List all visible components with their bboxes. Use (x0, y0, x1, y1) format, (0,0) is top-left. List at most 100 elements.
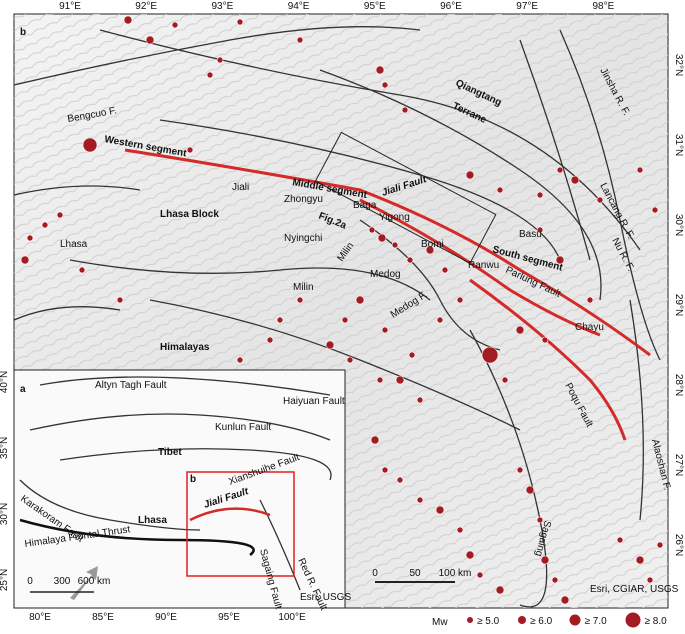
inset-map (13, 369, 346, 609)
lat-label: 29°N (673, 294, 684, 316)
earthquake (296, 36, 304, 44)
lon-label: 98°E (593, 1, 615, 12)
earthquake (501, 376, 509, 384)
lat-label: 26°N (673, 534, 684, 556)
earthquake (116, 296, 124, 304)
lat-label: 32°N (673, 54, 684, 76)
inset-lon-label: 80°E (29, 612, 51, 623)
legend-label: ≥ 7.0 (585, 616, 608, 627)
map-label: Lhasa Block (160, 209, 219, 220)
earthquake (401, 106, 409, 114)
earthquake (171, 21, 179, 29)
fig-2a-box (314, 131, 497, 264)
earthquake (525, 485, 535, 495)
map-label: Baga (353, 200, 377, 211)
earthquake (465, 550, 475, 560)
inset-scale-label: 0 (27, 576, 33, 587)
earthquake (375, 65, 385, 75)
earthquake (416, 396, 424, 404)
map-label: Lhasa (60, 239, 88, 250)
inset-lon-label: 95°E (218, 612, 240, 623)
lat-label: 30°N (673, 214, 684, 236)
earthquake (570, 175, 580, 185)
earthquake (515, 325, 525, 335)
earthquake (555, 255, 565, 265)
lon-label: 95°E (364, 1, 386, 12)
map-label: b (20, 27, 26, 38)
earthquake (556, 166, 564, 174)
lat-label: 28°N (673, 374, 684, 396)
inset-lat-label: 40°N (0, 371, 10, 393)
inset-label: b (190, 474, 196, 485)
inset-lon-label: 85°E (92, 612, 114, 623)
lon-label: 97°E (516, 1, 538, 12)
map-label: Ranwu (468, 260, 499, 271)
earthquake (635, 555, 645, 565)
legend-label: ≥ 8.0 (645, 616, 668, 627)
earthquake (395, 375, 405, 385)
earthquake (495, 585, 505, 595)
inset-label: Altyn Tagh Fault (95, 380, 167, 391)
lon-label: 96°E (440, 1, 462, 12)
inset-label: Haiyuan Fault (283, 396, 345, 407)
inset-label: Lhasa (138, 515, 167, 526)
earthquake (341, 316, 349, 324)
earthquake (536, 191, 544, 199)
inset-scale-label: 600 km (78, 576, 111, 587)
map-label: Chayu (575, 322, 604, 333)
inset-faults (19, 376, 332, 591)
earthquake (540, 555, 550, 565)
earthquake (206, 71, 214, 79)
map-label: Himalayas (160, 342, 210, 353)
earthquake (276, 316, 284, 324)
lon-label: 94°E (288, 1, 310, 12)
earthquake (536, 516, 544, 524)
lon-label: 92°E (135, 1, 157, 12)
inset-scale-label: 300 (54, 576, 71, 587)
earthquake (408, 351, 416, 359)
map-label: Esri, CGIAR, USGS (590, 584, 679, 595)
earthquake (82, 137, 98, 153)
inset-box-b (186, 471, 295, 577)
earthquake (346, 356, 354, 364)
earthquake (636, 166, 644, 174)
earthquake (456, 296, 464, 304)
earthquake (651, 206, 659, 214)
scale-label: 100 km (439, 568, 472, 579)
earthquake (56, 211, 64, 219)
earthquake (656, 541, 664, 549)
map-label: Bomi (421, 239, 444, 250)
map-label: Milin (293, 282, 314, 293)
earthquake (376, 376, 384, 384)
map-label: Zhongyu (284, 194, 323, 205)
earthquake (516, 466, 524, 474)
map-label: Basu (519, 229, 542, 240)
lon-label: 93°E (212, 1, 234, 12)
earthquake (216, 56, 224, 64)
earthquake (381, 326, 389, 334)
map-label: Yigong (379, 212, 410, 223)
map-label: Jiali (232, 182, 249, 193)
lon-label: 91°E (59, 1, 81, 12)
earthquake (496, 186, 504, 194)
earthquake (560, 595, 570, 605)
earthquake (325, 340, 335, 350)
legend-symbol (467, 617, 473, 623)
earthquake (381, 81, 389, 89)
map-label: Medog (370, 269, 401, 280)
jiali-fault (124, 148, 651, 441)
inset-label: Tibet (158, 447, 182, 458)
scale-label: 50 (409, 568, 421, 579)
inset-lat-label: 35°N (0, 437, 10, 459)
earthquake (536, 226, 544, 234)
earthquake (551, 576, 559, 584)
earthquake (236, 18, 244, 26)
earthquake (436, 316, 444, 324)
earthquake (266, 336, 274, 344)
legend-symbol (518, 616, 526, 624)
lat-label: 31°N (673, 134, 684, 156)
earthquake (78, 266, 86, 274)
scale-label: 0 (372, 568, 378, 579)
earthquakes (20, 15, 664, 605)
